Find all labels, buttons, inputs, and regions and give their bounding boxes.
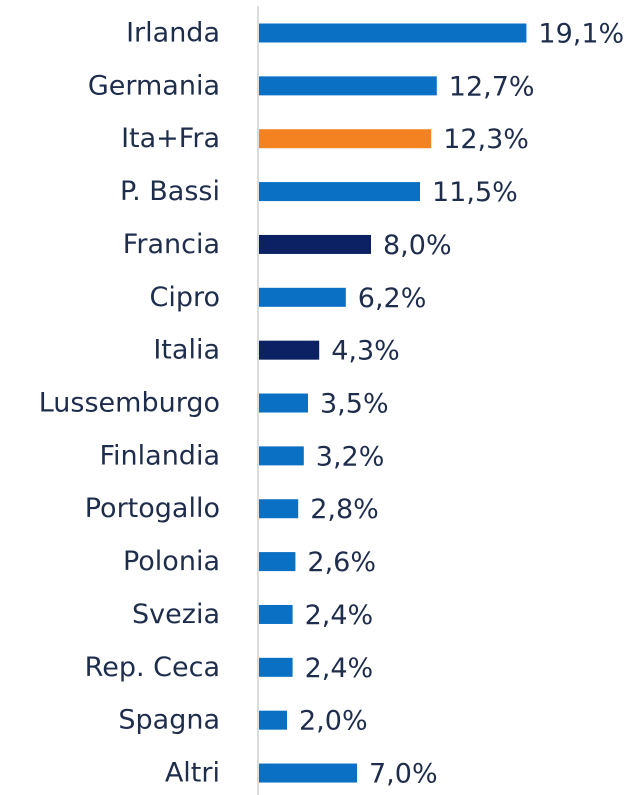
- category-label: Altri: [165, 758, 220, 789]
- bar: [259, 234, 371, 254]
- value-label: 11,5%: [432, 177, 518, 208]
- value-label: 4,3%: [331, 336, 400, 367]
- value-label: 3,5%: [320, 389, 389, 420]
- value-label: 12,3%: [443, 124, 529, 155]
- category-label: Svezia: [132, 599, 220, 630]
- bar: [259, 710, 287, 730]
- value-label: 2,6%: [307, 547, 376, 578]
- bar: [259, 499, 299, 519]
- bar: [259, 129, 432, 149]
- bar: [259, 763, 357, 783]
- bar: [259, 182, 420, 202]
- value-label: 19,1%: [538, 19, 624, 50]
- bar: [259, 552, 296, 572]
- category-label: P. Bassi: [120, 176, 220, 207]
- value-label: 2,0%: [299, 706, 368, 737]
- category-label: Lussemburgo: [39, 388, 220, 419]
- value-label: 8,0%: [383, 230, 452, 261]
- bar: [259, 604, 293, 624]
- value-label: 6,2%: [358, 283, 427, 314]
- bar: [259, 340, 320, 360]
- category-label: Cipro: [149, 282, 220, 313]
- category-label: Francia: [123, 229, 220, 260]
- bar: [259, 446, 304, 466]
- category-label: Irlanda: [126, 18, 220, 49]
- category-label: Portogallo: [85, 493, 220, 524]
- category-label: Rep. Ceca: [85, 652, 220, 683]
- category-label: Germania: [88, 70, 220, 101]
- bar: [259, 287, 346, 307]
- value-label: 2,4%: [305, 600, 374, 631]
- category-label: Italia: [153, 335, 220, 366]
- category-label: Polonia: [123, 546, 220, 577]
- bar: [259, 657, 293, 677]
- category-label: Finlandia: [99, 440, 220, 471]
- bar: [259, 393, 308, 413]
- bar: [259, 76, 437, 96]
- value-label: 12,7%: [449, 71, 535, 102]
- category-label: Ita+Fra: [121, 123, 220, 154]
- value-label: 2,8%: [310, 494, 379, 525]
- value-label: 7,0%: [369, 759, 438, 790]
- category-label: Spagna: [118, 705, 220, 736]
- bar: [259, 23, 527, 43]
- value-label: 3,2%: [316, 441, 385, 472]
- value-label: 2,4%: [305, 653, 374, 684]
